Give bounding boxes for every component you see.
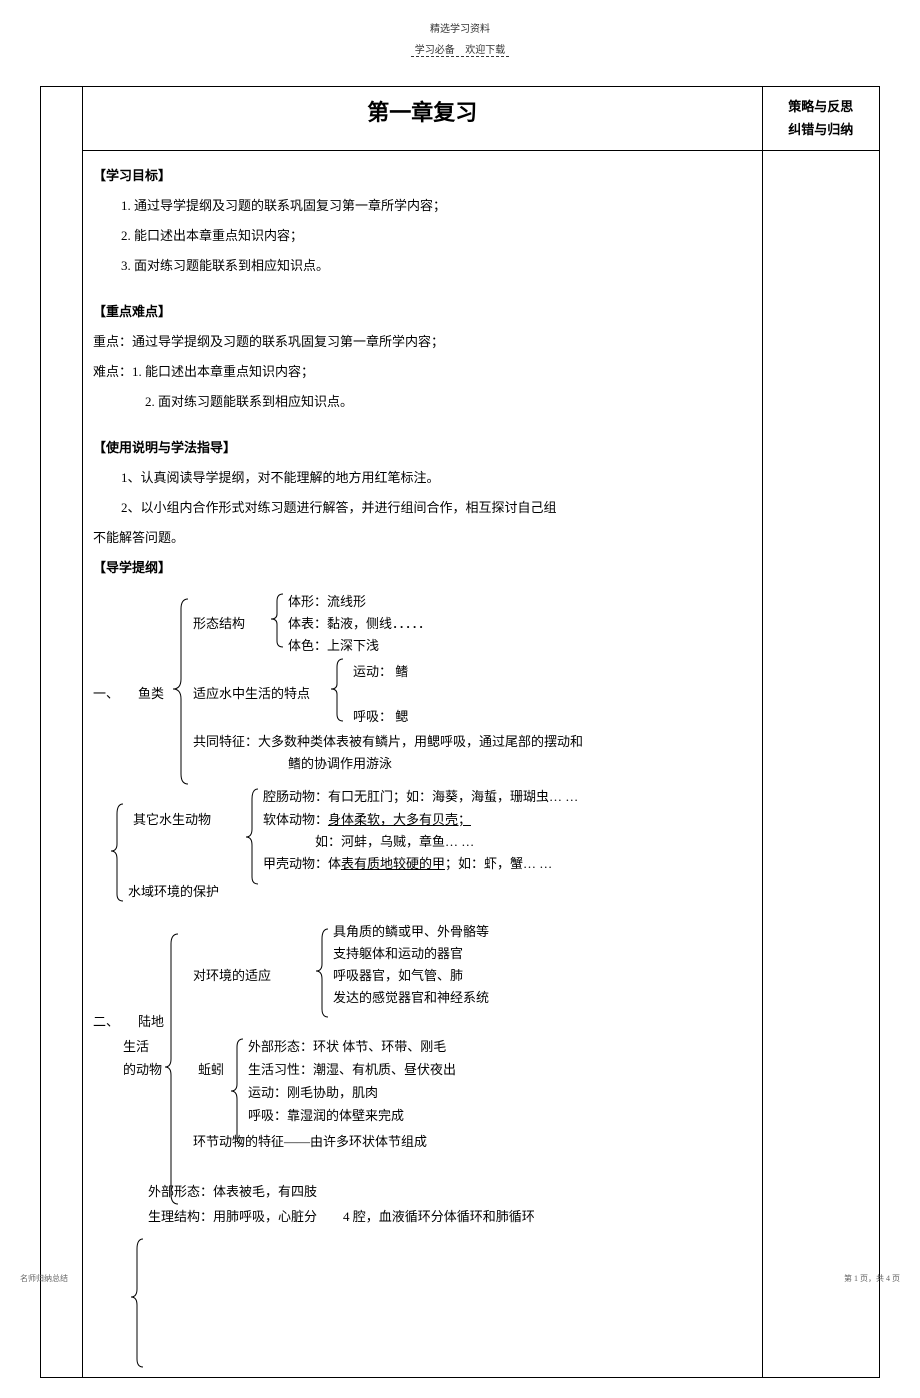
instruction-1: 1、认真阅读导学提纲，对不能理解的地方用红笔标注。: [93, 465, 752, 491]
title-cell: 第一章复习: [82, 87, 762, 151]
fish-common2: 鳍的协调作用游泳: [288, 751, 392, 777]
fish-num: 一、: [93, 681, 119, 707]
land-label3: 的动物: [123, 1057, 162, 1083]
objective-1: 1. 通过导学提纲及习题的联系巩固复习第一章所学内容；: [93, 193, 752, 219]
outline-block: 体形：流线形 形态结构 体表：黏液，侧线．．．．． 体色：上深下浅 运动： 鳍 …: [93, 589, 752, 1369]
land-label1: 陆地: [138, 1009, 164, 1035]
sidebar-cell: 策略与反思 纠错与归纳: [762, 87, 879, 151]
content-cell: 【学习目标】 1. 通过导学提纲及习题的联系巩固复习第一章所学内容； 2. 能口…: [82, 150, 762, 1377]
header-top: 精选学习资料: [40, 20, 880, 35]
footer-right: 第 1 页，共 4 页: [844, 1273, 900, 1284]
instruction-cont: 不能解答问题。: [93, 525, 752, 551]
main-table: 第一章复习 策略与反思 纠错与归纳 【学习目标】 1. 通过导学提纲及习题的联系…: [40, 86, 880, 1378]
objectives-heading: 【学习目标】: [93, 163, 752, 189]
difficulty-1: 1. 能口述出本章重点知识内容；: [132, 364, 314, 379]
objective-3: 3. 面对练习题能联系到相应知识点。: [93, 253, 752, 279]
keypoints-heading: 【重点难点】: [93, 299, 752, 325]
external: 外部形态：体表被毛，有四肢: [148, 1179, 317, 1205]
fish-adapt-label: 适应水中生活的特点: [193, 681, 310, 707]
header-sub-right: 欢迎下载: [461, 45, 509, 57]
annelid: 环节动物的特征——由许多环状体节组成: [193, 1129, 427, 1155]
env-label: 对环境的适应: [193, 963, 271, 989]
key-emphasis: 重点：通过导学提纲及习题的联系巩固复习第一章所学内容；: [93, 329, 752, 355]
crustacean: 甲壳动物：体表有质地较硬的甲；如：虾，蟹… …: [263, 851, 552, 877]
sidebar-line1: 策略与反思: [773, 95, 869, 118]
objective-2: 2. 能口述出本章重点知识内容；: [93, 223, 752, 249]
sidebar-line2: 纠错与归纳: [773, 118, 869, 141]
water-protect: 水域环境的保护: [128, 879, 219, 905]
header-sub-left: 学习必备: [411, 45, 459, 57]
footer-left: 名师归纳总结: [20, 1273, 68, 1284]
fish-label: 鱼类: [138, 681, 164, 707]
sidebar-content-cell: [762, 150, 879, 1377]
difficulty-label: 难点：: [93, 364, 132, 379]
worm-4: 呼吸：靠湿润的体壁来完成: [248, 1103, 404, 1129]
outline-heading: 【导学提纲】: [93, 555, 752, 581]
header-sub: 学习必备 欢迎下载: [40, 41, 880, 56]
land-num: 二、: [93, 1009, 119, 1035]
fish-adapt-1: 运动： 鳍: [353, 659, 408, 685]
physio: 生理结构：用肺呼吸，心脏分 4 腔，血液循环分体循环和肺循环: [148, 1204, 535, 1230]
left-margin-cell: [41, 87, 83, 1378]
key-difficulty: 难点：1. 能口述出本章重点知识内容；: [93, 359, 752, 385]
worm-label: 蚯蚓: [198, 1057, 224, 1083]
other-label: 其它水生动物: [133, 807, 211, 833]
fish-shape-3: 体色：上深下浅: [288, 633, 379, 659]
fish-shape-label: 形态结构: [193, 611, 245, 637]
instruction-2: 2、以小组内合作形式对练习题进行解答，并进行组间合作，相互探讨自己组: [93, 495, 752, 521]
emphasis-text: ：通过导学提纲及习题的联系巩固复习第一章所学内容；: [119, 334, 444, 349]
fish-adapt-2: 呼吸： 鳃: [353, 704, 408, 730]
instructions-heading: 【使用说明与学法指导】: [93, 435, 752, 461]
emphasis-label: 重点: [93, 334, 119, 349]
difficulty-2: 2. 面对练习题能联系到相应知识点。: [93, 389, 752, 415]
env-4: 发达的感觉器官和神经系统: [333, 985, 489, 1011]
